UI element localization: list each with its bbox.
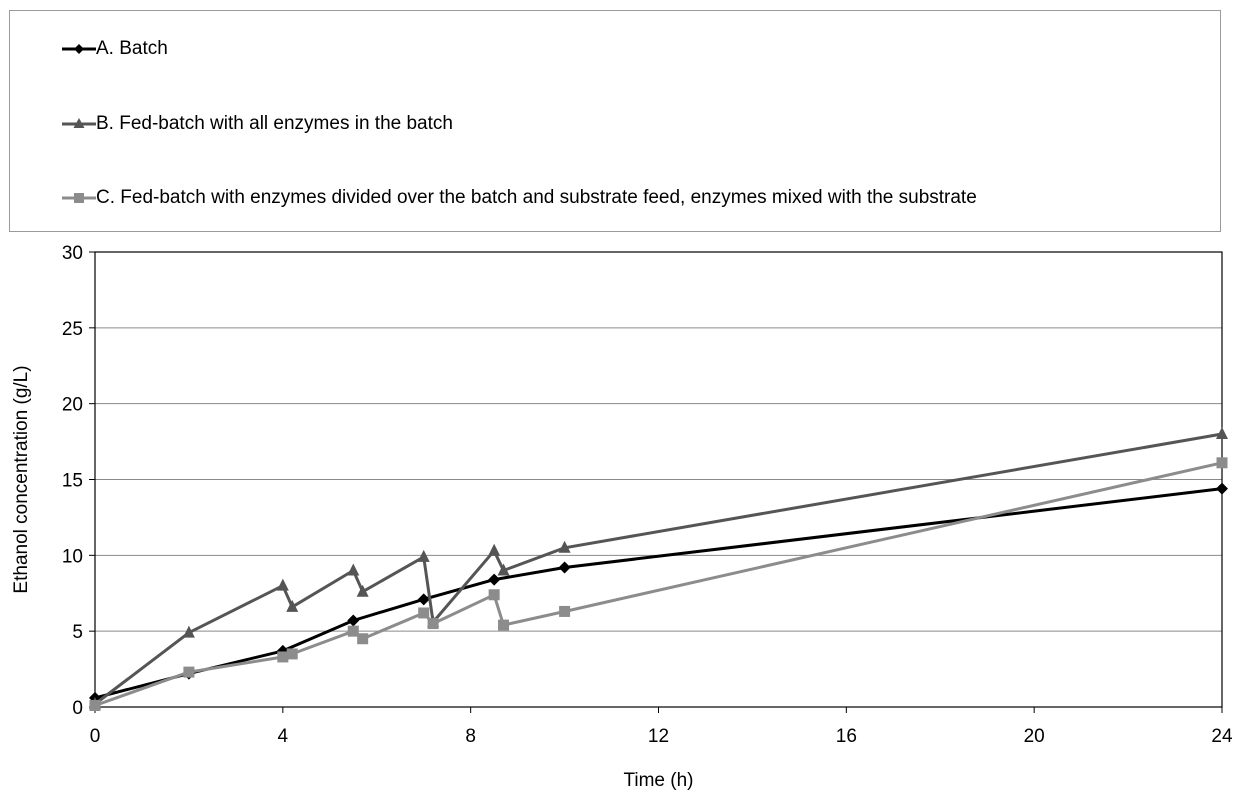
legend-item-c: C. Fed-batch with enzymes divided over t… xyxy=(62,186,977,210)
series-c-point-9 xyxy=(498,619,510,631)
series-a-point-7 xyxy=(1216,482,1228,495)
y-tick-label-3: 15 xyxy=(62,471,83,492)
y-axis-title: Ethanol concentration (g/L) xyxy=(11,365,32,593)
series-a-point-4 xyxy=(417,593,430,606)
series-c xyxy=(89,457,1228,711)
series-a-point-5 xyxy=(488,573,501,586)
series-b-point-6 xyxy=(417,549,430,562)
series-c-point-0 xyxy=(89,699,101,711)
series-c-point-4 xyxy=(347,625,359,637)
series-c-line xyxy=(94,461,1223,707)
legend-label-c: C. Fed-batch with enzymes divided over t… xyxy=(96,187,977,208)
y-tick-label-4: 20 xyxy=(62,395,83,416)
x-tick-label-6: 24 xyxy=(1211,726,1233,747)
legend-item-a: A. Batch xyxy=(62,37,168,61)
x-tick-label-4: 16 xyxy=(836,726,857,747)
y-tick-label-2: 10 xyxy=(62,546,83,567)
series-b-point-8 xyxy=(488,543,501,556)
series-c-point-5 xyxy=(357,633,369,645)
series-a-point-6 xyxy=(558,561,571,574)
series-c-point-11 xyxy=(1216,457,1228,469)
legend-marker-triangle xyxy=(62,118,96,128)
x-tick-label-5: 20 xyxy=(1024,726,1045,747)
x-tick-label-3: 12 xyxy=(648,726,669,747)
series-b-point-3 xyxy=(286,599,299,612)
series-c-point-10 xyxy=(559,605,571,617)
x-axis-title: Time (h) xyxy=(623,770,693,791)
series-b-point-10 xyxy=(558,540,571,553)
legend-marker-diamond xyxy=(62,44,96,54)
y-tick-label-0: 0 xyxy=(72,698,83,719)
series-c-point-1 xyxy=(183,666,195,678)
legend-label-b: B. Fed-batch with all enzymes in the bat… xyxy=(96,113,453,134)
series-b-line xyxy=(94,432,1223,706)
series-a-point-3 xyxy=(347,614,360,627)
x-tick-label-2: 8 xyxy=(465,726,476,747)
series-c-point-7 xyxy=(427,618,439,630)
x-tick-label-1: 4 xyxy=(278,726,289,747)
series-b-point-2 xyxy=(276,578,289,591)
x-tick-label-0: 0 xyxy=(90,726,101,747)
legend-marker-square xyxy=(62,193,96,203)
series-c-point-8 xyxy=(488,589,500,601)
y-tick-label-5: 25 xyxy=(62,319,83,340)
series-c-point-3 xyxy=(286,648,298,660)
legend-item-b: B. Fed-batch with all enzymes in the bat… xyxy=(62,112,453,136)
series-c-point-6 xyxy=(418,607,430,619)
series-a xyxy=(89,482,1228,704)
series-b-point-11 xyxy=(1216,427,1228,439)
series-b-point-9 xyxy=(497,563,510,576)
series-c-point-2 xyxy=(277,651,289,663)
legend: A. Batch B. Fed-batch with all enzymes i… xyxy=(9,10,1221,232)
series-b-point-4 xyxy=(347,563,360,576)
y-tick-label-6: 30 xyxy=(62,243,83,264)
y-tick-label-1: 5 xyxy=(72,622,83,643)
series-b xyxy=(89,427,1228,709)
series-b-point-1 xyxy=(182,625,195,638)
series-a-line xyxy=(94,487,1223,700)
series-b-point-5 xyxy=(356,584,369,597)
legend-label-a: A. Batch xyxy=(96,38,168,59)
